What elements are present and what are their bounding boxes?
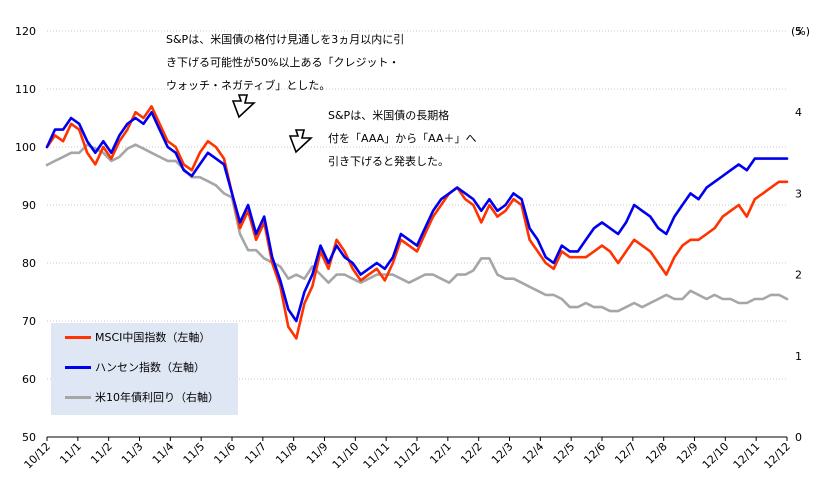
- right-tick-label: 0: [795, 431, 802, 444]
- x-tick-label: 11/4: [150, 440, 177, 467]
- right-tick-label: 3: [795, 187, 802, 200]
- annotation-line: 付を「AAA」から「AA＋」へ: [328, 132, 477, 145]
- left-axis-ticks: 50 60 70 80 90 100 110 120: [15, 25, 36, 444]
- x-tick-label: 12/9: [674, 440, 701, 467]
- right-axis-ticks: 0 1 2 3 4 5: [795, 25, 802, 444]
- left-tick-label: 120: [15, 25, 36, 38]
- x-tick-label: 12/7: [612, 440, 639, 467]
- x-tick-label: 11/9: [304, 440, 331, 467]
- down-arrow-icon: [231, 94, 257, 119]
- annotation-line: S&Pは、米国債の長期格: [328, 109, 450, 122]
- x-tick-label: 12/4: [520, 440, 547, 467]
- annotation-line: き下げる可能性が50%以上ある「クレジット・: [166, 56, 400, 69]
- series-line-msci: [45, 105, 789, 340]
- left-tick-label: 90: [22, 199, 36, 212]
- annotation-line: S&Pは、米国債の格付け見通しを3ヵ月以内に引: [166, 33, 405, 46]
- x-tick-label: 12/1: [427, 440, 454, 467]
- x-tick-label: 11/8: [273, 440, 300, 467]
- left-tick-label: 50: [22, 431, 36, 444]
- x-axis-ticks: 10/12 11/1 11/2 11/3 11/4 11/5 11/6 11/7 11/8 11/…: [22, 437, 794, 472]
- left-tick-label: 60: [22, 373, 36, 386]
- right-axis-unit: (%): [791, 25, 811, 38]
- x-tick-label: 11/6: [211, 440, 238, 467]
- x-tick-label: 12/12: [762, 440, 794, 472]
- annotation-arrows: [231, 94, 314, 154]
- legend-label-hang-seng: ハンセン指数（左軸）: [95, 361, 205, 374]
- x-tick-label: 11/11: [361, 440, 393, 472]
- legend-swatch-us10y: [65, 395, 91, 399]
- left-tick-label: 70: [22, 315, 36, 328]
- x-tick-label: 12/10: [700, 440, 732, 472]
- legend-item-hang-seng: ハンセン指数（左軸）: [65, 357, 205, 377]
- legend-item-msci: MSCI中国指数（左軸）: [65, 327, 210, 347]
- x-tick-label: 12/11: [731, 440, 763, 472]
- x-tick-label: 12/5: [551, 440, 578, 467]
- x-tick-label: 11/10: [330, 440, 362, 472]
- right-tick-label: 1: [795, 350, 802, 363]
- annotation-credit-watch: S&Pは、米国債の格付け見通しを3ヵ月以内に引 き下げる可能性が50%以上ある「…: [166, 28, 404, 97]
- right-tick-label: 5: [795, 25, 802, 38]
- annotation-line: ウォッチ・ネガティブ」とした。: [166, 79, 331, 92]
- x-tick-label: 12/2: [458, 440, 485, 467]
- series-line-hang-seng: [45, 110, 789, 323]
- right-tick-label: 4: [795, 106, 802, 119]
- left-tick-label: 110: [15, 83, 36, 96]
- left-tick-label: 80: [22, 257, 36, 270]
- x-tick-label: 11/12: [392, 440, 424, 472]
- legend-item-us10y: 米10年債利回り（右軸）: [65, 387, 219, 407]
- x-tick-label: 11/7: [242, 440, 269, 467]
- x-tick-label: 10/12: [22, 440, 54, 472]
- annotation-downgrade: S&Pは、米国債の長期格 付を「AAA」から「AA＋」へ 引き下げると発表した。: [328, 104, 477, 173]
- x-tick-label: 11/3: [119, 440, 146, 467]
- legend-swatch-msci: [65, 335, 91, 339]
- legend: MSCI中国指数（左軸） ハンセン指数（左軸） 米10年債利回り（右軸）: [51, 323, 238, 415]
- x-tick-label: 12/8: [643, 440, 670, 467]
- down-arrow-icon: [288, 129, 314, 154]
- right-tick-label: 2: [795, 269, 802, 282]
- left-tick-label: 100: [15, 141, 36, 154]
- legend-label-us10y: 米10年債利回り（右軸）: [95, 391, 219, 404]
- series-lines: [45, 105, 789, 340]
- x-tick-label: 12/3: [489, 440, 516, 467]
- x-tick-label: 11/1: [57, 440, 84, 467]
- legend-label-msci: MSCI中国指数（左軸）: [95, 331, 211, 344]
- series-line-us10y: [45, 143, 789, 313]
- x-tick-label: 12/6: [581, 440, 608, 467]
- x-tick-label: 11/2: [88, 440, 115, 467]
- annotation-line: 引き下げると発表した。: [328, 155, 449, 168]
- legend-swatch-hang-seng: [65, 365, 91, 369]
- x-tick-label: 11/5: [181, 440, 208, 467]
